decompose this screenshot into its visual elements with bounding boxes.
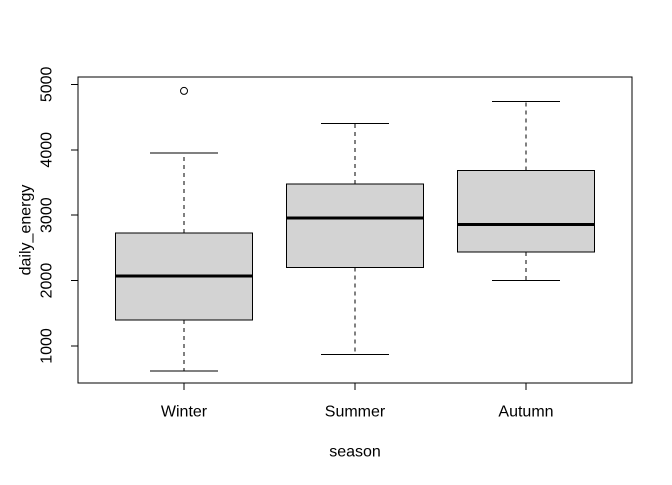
y-tick-label: 1000 bbox=[39, 328, 56, 364]
box-summer bbox=[286, 183, 424, 269]
chart-generated-content: 1000 2000 3000 4000 5000 Winter Summer Autumn bbox=[39, 66, 595, 421]
y-tick-label: 5000 bbox=[39, 66, 56, 102]
x-tick-label-autumn: Autumn bbox=[498, 404, 553, 421]
y-tick-label: 3000 bbox=[39, 197, 56, 233]
y-tick-label: 2000 bbox=[39, 263, 56, 299]
y-tick-label: 4000 bbox=[39, 132, 56, 168]
x-tick-label-summer: Summer bbox=[325, 404, 386, 421]
x-axis-title: season bbox=[329, 444, 381, 461]
outlier-point-winter bbox=[180, 86, 189, 95]
y-axis-title: daily_energy bbox=[18, 185, 35, 276]
box-autumn bbox=[457, 170, 595, 253]
x-tick-label-winter: Winter bbox=[161, 404, 208, 421]
